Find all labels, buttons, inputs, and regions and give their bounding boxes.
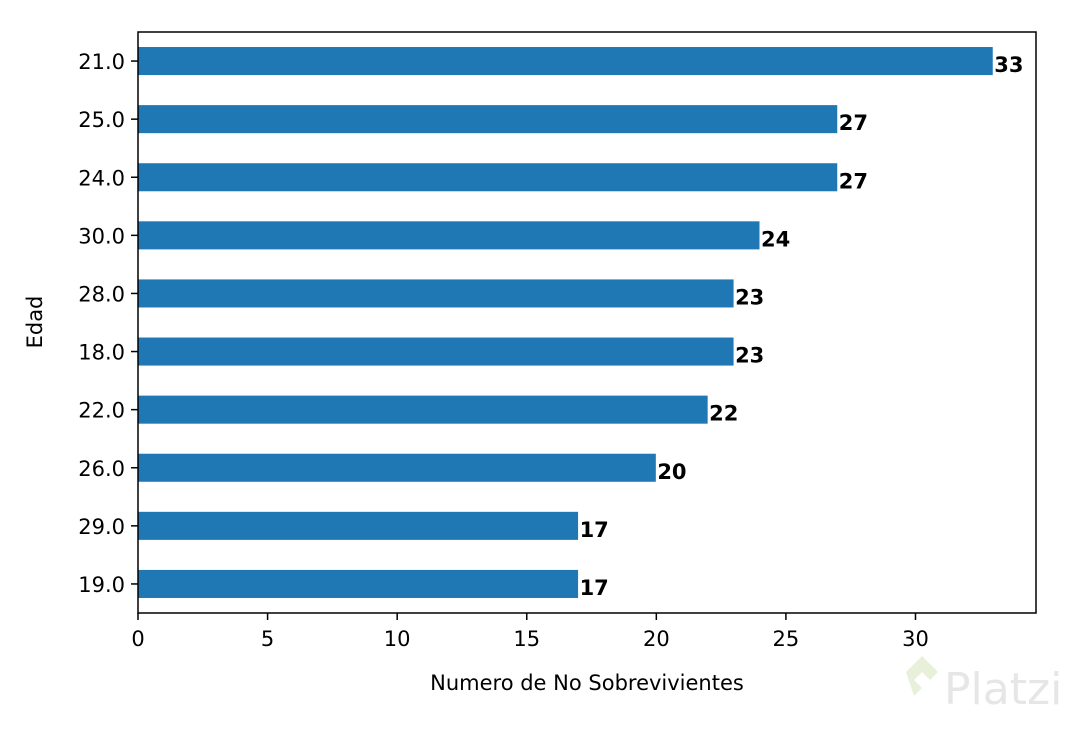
value-labels-group: 33 27 27 24 23 23 22 20 17 17 bbox=[580, 53, 1024, 600]
value-label-30.0: 24 bbox=[761, 227, 790, 251]
x-axis-label: Numero de No Sobrevivientes bbox=[430, 671, 744, 695]
value-label-22.0: 22 bbox=[709, 402, 738, 426]
watermark-text: Platzi bbox=[944, 664, 1062, 715]
platzi-watermark: Platzi bbox=[906, 656, 1062, 715]
x-tick-label: 20 bbox=[643, 627, 670, 651]
y-tick-label: 21.0 bbox=[78, 50, 125, 74]
platzi-logo-icon bbox=[906, 656, 938, 696]
value-label-21.0: 33 bbox=[994, 53, 1023, 77]
value-label-24.0: 27 bbox=[839, 169, 868, 193]
bar-30.0 bbox=[137, 220, 761, 251]
y-tick-label: 18.0 bbox=[78, 341, 125, 365]
value-label-25.0: 27 bbox=[839, 111, 868, 135]
x-tick-label: 0 bbox=[131, 627, 144, 651]
y-tick-label: 19.0 bbox=[78, 573, 125, 597]
bar-19.0 bbox=[137, 568, 580, 599]
value-label-19.0: 17 bbox=[580, 576, 609, 600]
y-tick-label: 25.0 bbox=[78, 108, 125, 132]
bar-28.0 bbox=[137, 278, 735, 309]
x-tick-label: 15 bbox=[513, 627, 540, 651]
y-tick-label: 29.0 bbox=[78, 515, 125, 539]
y-tick-label: 24.0 bbox=[78, 166, 125, 190]
bar-25.0 bbox=[137, 104, 839, 135]
y-axis-label: Edad bbox=[23, 296, 47, 349]
x-tick-label: 25 bbox=[773, 627, 800, 651]
plot-frame bbox=[137, 31, 1037, 614]
bar-29.0 bbox=[137, 510, 580, 541]
value-label-28.0: 23 bbox=[735, 285, 764, 309]
y-axis-ticks: 21.0 25.0 24.0 30.0 28.0 18.0 22.0 26.0 29.0 19.0 bbox=[78, 50, 138, 597]
value-label-29.0: 17 bbox=[580, 518, 609, 542]
bar-18.0 bbox=[137, 336, 735, 367]
x-tick-label: 5 bbox=[261, 627, 274, 651]
y-tick-label: 30.0 bbox=[78, 224, 125, 248]
bar-21.0 bbox=[137, 46, 994, 77]
y-tick-label: 26.0 bbox=[78, 457, 125, 481]
bar-22.0 bbox=[137, 394, 709, 425]
bars-group bbox=[137, 46, 994, 599]
y-tick-label: 22.0 bbox=[78, 399, 125, 423]
y-tick-label: 28.0 bbox=[78, 282, 125, 306]
x-tick-label: 30 bbox=[902, 627, 929, 651]
value-label-18.0: 23 bbox=[735, 344, 764, 368]
value-label-26.0: 20 bbox=[657, 460, 686, 484]
x-tick-label: 10 bbox=[384, 627, 411, 651]
x-axis-ticks: 0 5 10 15 20 25 30 bbox=[131, 613, 929, 651]
bar-24.0 bbox=[137, 162, 839, 193]
bar-26.0 bbox=[137, 452, 657, 483]
